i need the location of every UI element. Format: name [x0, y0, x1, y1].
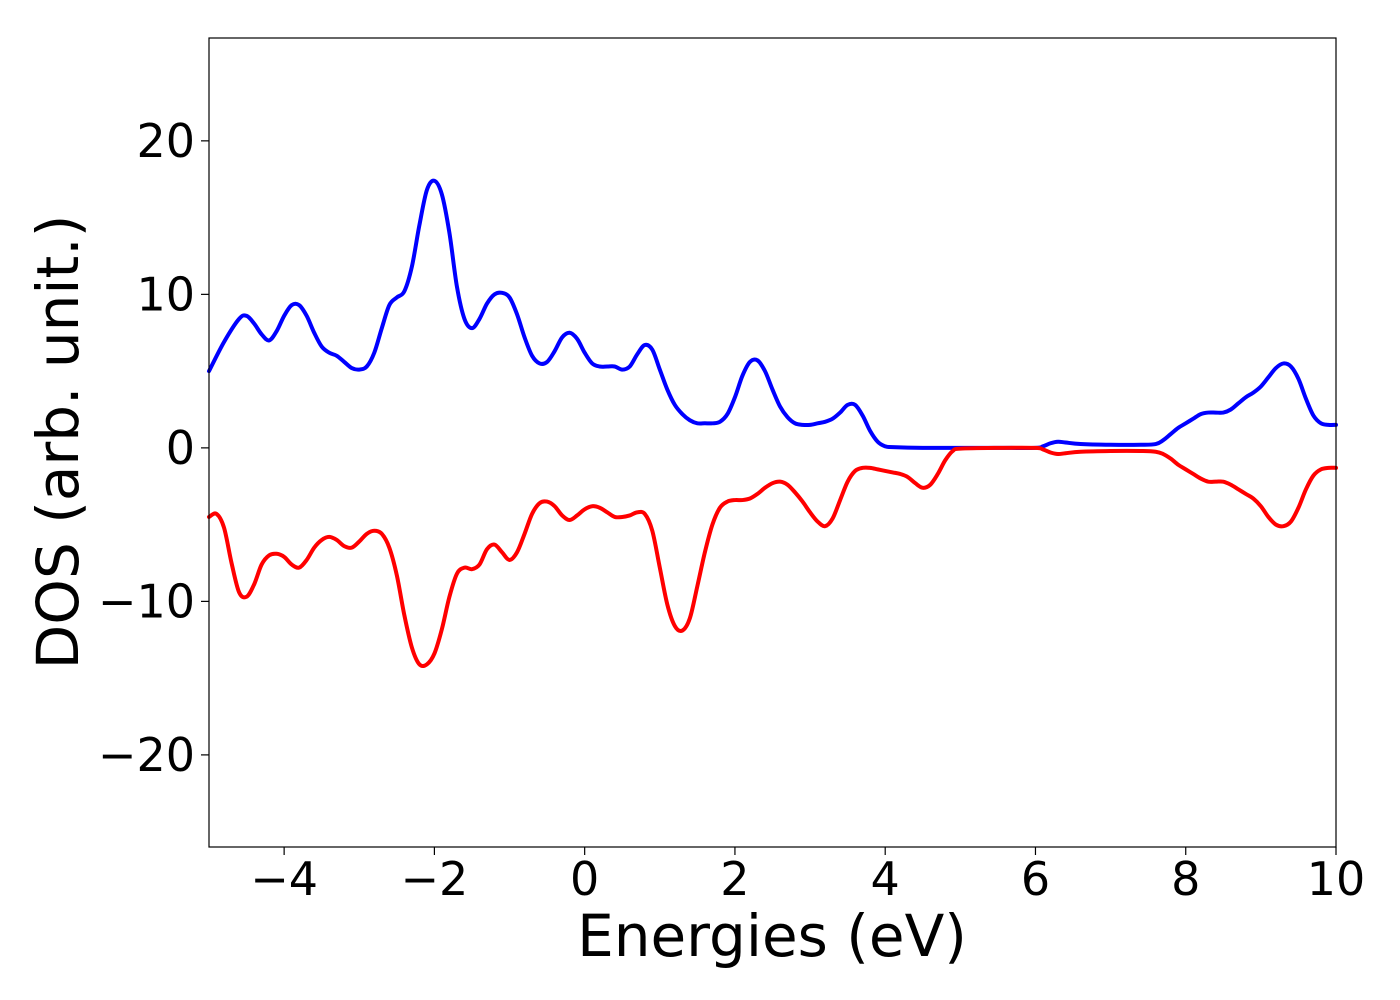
x-tick-label: 4 [871, 852, 900, 906]
x-tick-label: −4 [250, 852, 318, 906]
y-tick-label: −20 [98, 728, 195, 782]
y-tick-label: −10 [98, 574, 195, 628]
plot-background [209, 38, 1336, 847]
series-line-1 [207, 178, 1338, 450]
x-axis-ticks: −4 −2 0 2 4 6 8 10 [250, 847, 1365, 906]
y-tick-label: 10 [136, 267, 195, 321]
x-tick-label: 0 [570, 852, 599, 906]
y-tick-label: 20 [136, 114, 195, 168]
series-group [207, 178, 1338, 669]
x-axis-label: Energies (eV) [577, 902, 967, 970]
y-axis-ticks: 20 10 0 −10 −20 [98, 114, 209, 782]
x-tick-label: −2 [400, 852, 468, 906]
plot-frame [208, 37, 1337, 848]
x-tick-label: 6 [1021, 852, 1050, 906]
y-tick-label: 0 [166, 421, 195, 475]
y-axis-label: DOS (arb. unit.) [24, 215, 92, 670]
x-tick-label: 2 [720, 852, 749, 906]
x-tick-label: 8 [1171, 852, 1200, 906]
x-tick-label: 10 [1307, 852, 1366, 906]
series-line-2 [207, 445, 1338, 669]
